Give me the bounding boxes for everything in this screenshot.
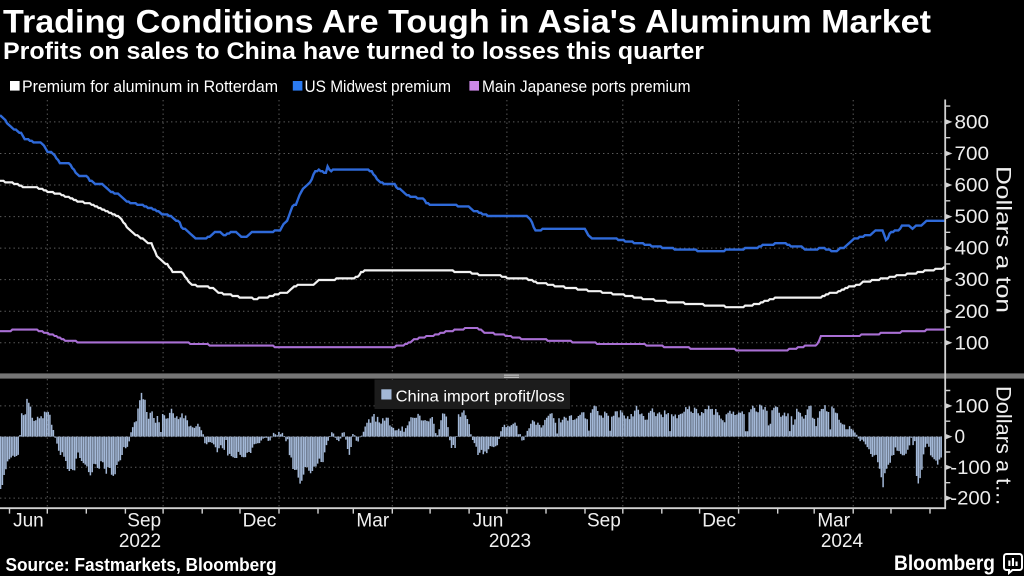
svg-text:Source: Fastmarkets, Bloomberg: Source: Fastmarkets, Bloomberg [6, 555, 277, 575]
svg-text:Sep: Sep [587, 511, 621, 532]
svg-text:300: 300 [955, 270, 990, 291]
svg-text:-100: -100 [950, 458, 991, 479]
svg-text:Main Japanese ports premium: Main Japanese ports premium [482, 78, 691, 96]
svg-text:2022: 2022 [119, 531, 161, 552]
svg-text:Bloomberg: Bloomberg [894, 552, 995, 575]
svg-text:-200: -200 [950, 489, 991, 510]
svg-text:700: 700 [955, 144, 990, 165]
svg-text:Sep: Sep [127, 511, 161, 532]
svg-text:Dec: Dec [702, 511, 736, 532]
svg-text:Dollars a ton: Dollars a ton [992, 166, 1015, 313]
svg-text:800: 800 [955, 113, 990, 134]
svg-text:600: 600 [955, 176, 990, 197]
svg-text:500: 500 [955, 207, 990, 228]
svg-text:Mar: Mar [356, 511, 389, 532]
svg-text:Mar: Mar [817, 511, 850, 532]
svg-text:200: 200 [955, 302, 990, 323]
svg-text:China import profit/loss: China import profit/loss [396, 388, 565, 405]
svg-text:0: 0 [955, 427, 966, 448]
svg-text:Trading Conditions Are Tough i: Trading Conditions Are Tough in Asia's A… [3, 3, 931, 39]
svg-text:Dec: Dec [243, 511, 277, 532]
svg-text:Dollars a t…: Dollars a t… [992, 386, 1015, 506]
svg-text:100: 100 [955, 397, 990, 418]
svg-text:Jun: Jun [473, 511, 504, 532]
svg-text:Profits on sales to China have: Profits on sales to China have turned to… [3, 38, 704, 65]
svg-text:Premium for aluminum in Rotter: Premium for aluminum in Rotterdam [22, 78, 278, 96]
svg-text:2023: 2023 [489, 531, 531, 552]
svg-text:2024: 2024 [821, 531, 864, 552]
svg-text:100: 100 [955, 333, 990, 354]
svg-text:Jun: Jun [13, 511, 44, 532]
svg-text:US Midwest premium: US Midwest premium [305, 78, 452, 96]
svg-text:400: 400 [955, 239, 990, 260]
